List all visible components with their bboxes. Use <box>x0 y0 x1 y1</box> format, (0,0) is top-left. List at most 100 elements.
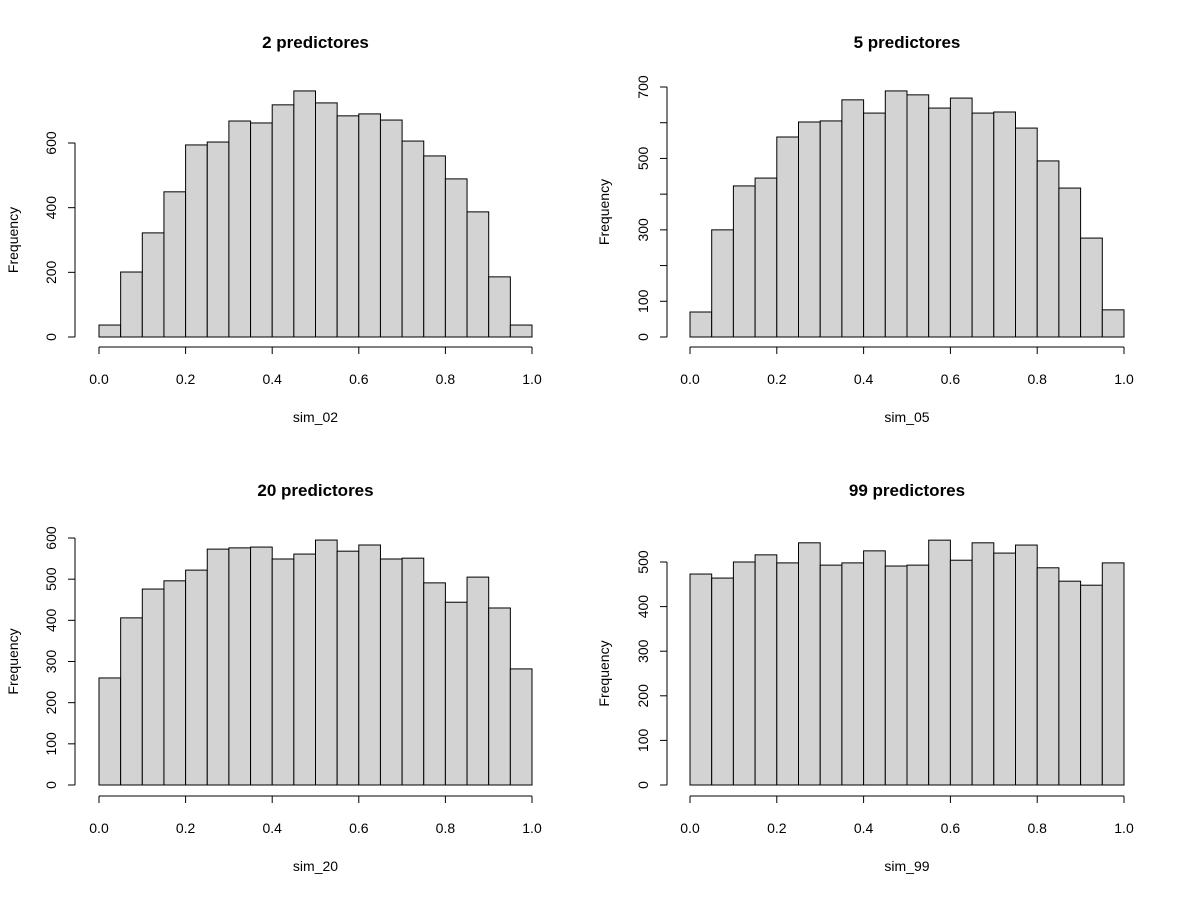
y-tick-label: 100 <box>635 729 651 753</box>
histogram-bar <box>120 271 143 338</box>
x-tick-label: 0.2 <box>767 371 787 387</box>
chart-title: 5 predictores <box>854 33 961 52</box>
histogram-bar <box>884 90 908 338</box>
histogram-bar <box>509 668 533 786</box>
histogram-bar <box>863 550 886 786</box>
x-tick-label: 0.2 <box>767 820 787 836</box>
x-tick-label: 0.0 <box>89 371 109 387</box>
y-tick-label: 600 <box>43 526 59 550</box>
y-tick-label: 300 <box>635 218 651 242</box>
histogram-bar <box>754 554 778 786</box>
histogram-bar <box>949 97 973 338</box>
histogram-bar <box>863 112 886 338</box>
histogram-bar <box>732 561 756 786</box>
histogram-bar <box>444 601 468 786</box>
chart-title: 20 predictores <box>257 481 373 500</box>
x-tick-label: 0.0 <box>680 820 700 836</box>
y-axis-label: Frequency <box>5 207 21 273</box>
y-tick-label: 500 <box>635 550 651 574</box>
y-axis-label: Frequency <box>596 640 612 706</box>
histogram-bar <box>250 546 273 786</box>
histogram-bar <box>423 582 446 786</box>
histogram-bar <box>163 580 187 786</box>
x-tick-label: 1.0 <box>1114 820 1134 836</box>
histogram-bar <box>401 557 425 786</box>
histogram-bar <box>798 121 821 338</box>
histogram-bar <box>141 588 165 786</box>
x-axis-label: sim_20 <box>293 858 338 874</box>
histogram-bar <box>293 553 317 786</box>
x-tick-label: 0.6 <box>941 820 961 836</box>
x-axis-label: sim_02 <box>293 409 338 425</box>
y-tick-label: 0 <box>635 333 651 341</box>
y-tick-label: 0 <box>43 781 59 789</box>
histogram-bar <box>906 94 930 338</box>
histogram-bar <box>228 120 252 338</box>
x-tick-label: 0.4 <box>854 371 874 387</box>
histogram-panel: 5 predictores 0.0 0.2 0.4 0.6 0.8 1.0 sim_05 0 10… <box>596 33 1134 425</box>
histogram-bar <box>754 177 778 338</box>
histogram-bar <box>689 311 713 338</box>
histogram-bar <box>163 191 187 338</box>
histogram-bar <box>1080 237 1103 338</box>
histogram-bar <box>798 542 821 786</box>
histogram-bar <box>206 141 230 338</box>
histogram-bar <box>776 136 799 338</box>
histogram-bar <box>315 102 338 338</box>
histogram-bar <box>293 90 317 338</box>
histogram-bar <box>488 276 511 338</box>
histogram-bar <box>1036 160 1060 338</box>
y-tick-label: 400 <box>43 608 59 632</box>
x-tick-label: 1.0 <box>1114 371 1134 387</box>
histogram-bar <box>928 107 951 338</box>
histogram-bar <box>776 562 799 786</box>
histogram-bar <box>1101 562 1125 786</box>
histogram-bar <box>379 119 403 338</box>
histogram-bar <box>819 564 843 786</box>
x-tick-label: 0.2 <box>176 820 196 836</box>
histogram-bar <box>466 211 490 338</box>
histogram-bar <box>689 573 713 786</box>
y-tick-label: 300 <box>43 650 59 674</box>
histogram-panel: 99 predictores 0.0 0.2 0.4 0.6 0.8 1.0 sim_99 0 1… <box>596 481 1134 874</box>
histogram-bar <box>819 120 843 338</box>
histogram-bar <box>732 185 756 338</box>
x-tick-label: 1.0 <box>522 371 542 387</box>
x-tick-label: 1.0 <box>522 820 542 836</box>
x-tick-label: 0.8 <box>436 371 456 387</box>
histogram-panel: 20 predictores 0.0 0.2 0.4 0.6 0.8 1.0 sim_20 0 1… <box>5 481 542 874</box>
histogram-bar <box>1080 584 1103 786</box>
y-tick-label: 200 <box>43 691 59 715</box>
histogram-bar <box>1101 309 1125 338</box>
histogram-bar <box>423 155 446 338</box>
x-tick-label: 0.0 <box>89 820 109 836</box>
histogram-bar <box>358 113 381 338</box>
y-tick-label: 500 <box>43 567 59 591</box>
y-tick-label: 500 <box>635 147 651 171</box>
histogram-bar <box>250 122 273 338</box>
histogram-bar <box>906 564 930 786</box>
histogram-bar <box>206 548 230 786</box>
x-tick-label: 0.4 <box>854 820 874 836</box>
histogram-bar <box>271 558 295 786</box>
y-tick-label: 600 <box>43 131 59 155</box>
histogram-bar <box>1058 187 1082 338</box>
histogram-bar <box>949 559 973 786</box>
histogram-bar <box>1036 567 1060 786</box>
y-tick-label: 200 <box>43 260 59 284</box>
chart-title: 99 predictores <box>849 481 965 500</box>
histogram-bar <box>379 558 403 786</box>
histogram-bar <box>928 539 951 786</box>
x-tick-label: 0.6 <box>349 371 369 387</box>
x-tick-label: 0.8 <box>1027 820 1047 836</box>
histogram-bar <box>228 547 252 786</box>
histogram-bar <box>711 577 734 786</box>
y-tick-label: 200 <box>635 684 651 708</box>
y-tick-label: 100 <box>635 289 651 313</box>
histogram-bar <box>336 550 360 786</box>
histogram-bar <box>1058 580 1082 786</box>
histogram-bar <box>185 144 208 338</box>
y-axis-label: Frequency <box>596 179 612 245</box>
x-tick-label: 0.6 <box>941 371 961 387</box>
